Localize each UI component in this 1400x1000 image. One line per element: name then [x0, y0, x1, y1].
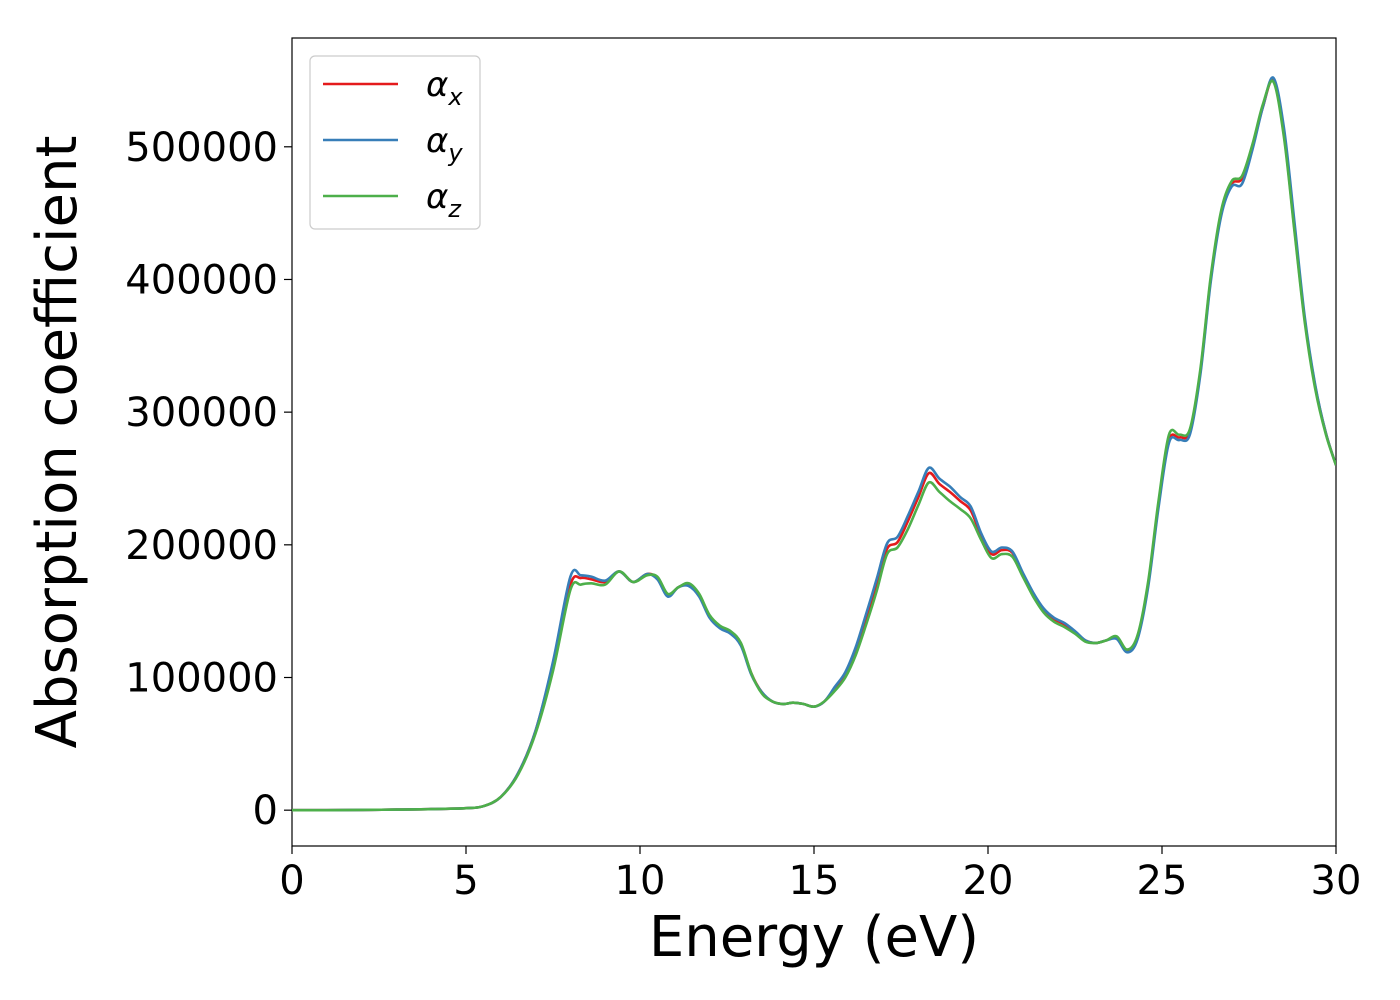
x-tick-label: 25 — [1137, 858, 1188, 904]
x-tick-label: 20 — [963, 858, 1014, 904]
y-axis-title: Absorption coefficient — [25, 136, 90, 749]
x-axis: 0 5 10 15 20 25 30 — [279, 846, 1361, 904]
y-axis: 0 100000 200000 300000 400000 500000 — [125, 125, 292, 834]
series-layer — [292, 76, 1336, 812]
x-tick-label: 10 — [615, 858, 666, 904]
y-tick-label: 100000 — [125, 656, 278, 702]
legend-label-symbol: α — [426, 177, 448, 217]
x-tick-label: 30 — [1311, 858, 1362, 904]
y-tick-label: 0 — [253, 788, 278, 834]
y-tick-label: 400000 — [125, 257, 278, 303]
legend-label-subscript: x — [447, 83, 463, 111]
y-tick-label: 500000 — [125, 125, 278, 171]
x-tick-label: 15 — [789, 858, 840, 904]
legend-label-subscript: y — [447, 139, 463, 167]
y-tick-label: 300000 — [125, 390, 278, 436]
legend-box — [309, 55, 481, 230]
series-line-alpha-z — [292, 79, 1336, 812]
legend-label-symbol: α — [426, 121, 448, 161]
legend-label-symbol: α — [426, 65, 448, 105]
legend-label-alpha-y: αy — [426, 121, 463, 167]
legend-label-alpha-x: αx — [426, 65, 463, 111]
legend-label-alpha-z: αz — [426, 177, 462, 223]
legend-label-subscript: z — [447, 195, 462, 223]
y-tick-label: 200000 — [125, 523, 278, 569]
x-tick-label: 0 — [279, 858, 304, 904]
x-axis-title: Energy (eV) — [649, 905, 979, 970]
x-tick-label: 5 — [453, 858, 478, 904]
